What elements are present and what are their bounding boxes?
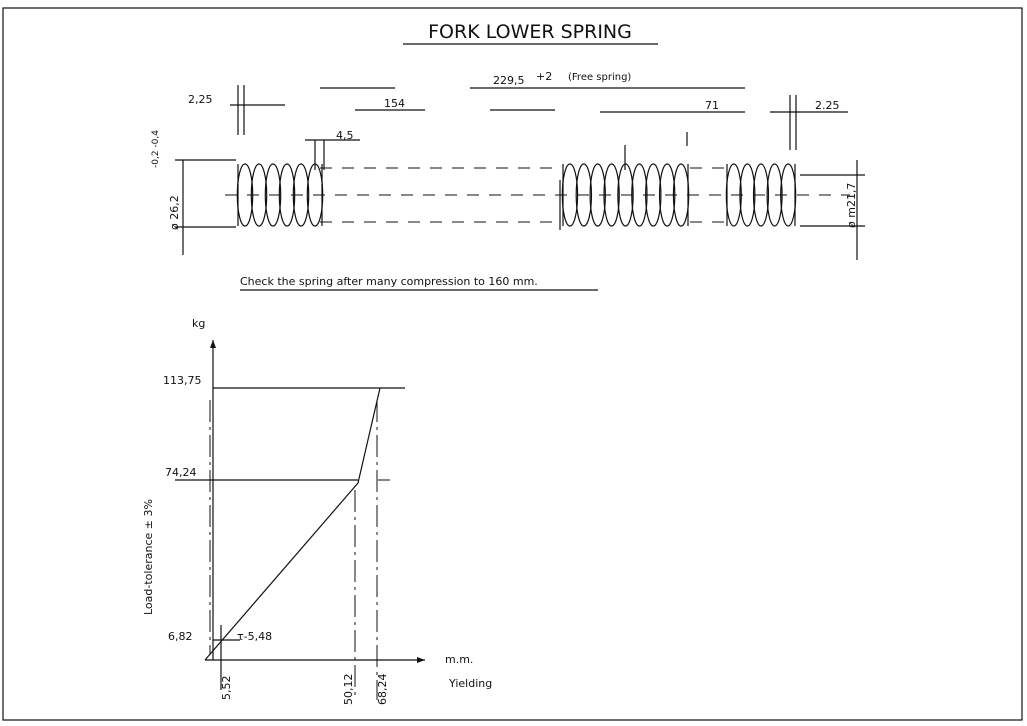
inner-diameter: ø m21,7 — [845, 183, 858, 228]
coil-turn — [725, 163, 742, 227]
coil-turn — [264, 163, 282, 227]
coil-turn — [617, 163, 634, 227]
coil-turn — [292, 163, 310, 227]
right-end-dim: 2.25 — [815, 99, 840, 112]
free-length: 229,5 — [493, 74, 525, 87]
load-1: 113,75 — [163, 374, 202, 387]
coil-turn — [739, 163, 756, 227]
coil-turn — [236, 163, 254, 227]
x-label: Yielding — [448, 677, 492, 690]
free-note: (Free spring) — [568, 72, 631, 83]
spring-coils — [236, 163, 797, 227]
coil-turn — [766, 163, 783, 227]
deflection-2: 50,12 — [342, 674, 355, 706]
coil-turn — [631, 163, 648, 227]
coil-turn — [645, 163, 662, 227]
deflection-1: 5,52 — [220, 676, 233, 701]
coil-turn — [752, 163, 770, 227]
length-71: 71 — [705, 99, 719, 112]
pitch-dim: 4,5 — [336, 129, 354, 142]
coil-turn — [672, 163, 690, 227]
y-label: Load-tolerance ± 3% — [142, 499, 155, 615]
load-2: 74,24 — [165, 466, 197, 479]
load-3: 6,82 — [168, 630, 193, 643]
free-length-tolerance: +2 — [536, 70, 552, 83]
y-unit: kg — [192, 317, 205, 330]
coil-turn — [589, 163, 606, 227]
x-unit: m.m. — [445, 653, 473, 666]
coil-turn — [780, 163, 797, 227]
coil-turn — [561, 163, 579, 227]
coil-turn — [658, 163, 676, 227]
centerlines — [225, 167, 850, 230]
left-end-dim: 2,25 — [188, 93, 213, 106]
deflection-3: 68,24 — [376, 674, 389, 706]
check-note: Check the spring after many compression … — [240, 275, 538, 288]
coil-turn — [306, 163, 324, 227]
coil-turn — [278, 163, 296, 227]
title: FORK LOWER SPRING — [428, 21, 632, 43]
coil-turn — [603, 163, 620, 227]
coil-turn — [250, 163, 268, 227]
frame — [2, 7, 1023, 721]
outer-tolerance: -0,2 -0,4 — [151, 130, 161, 168]
graph-lines — [175, 340, 425, 700]
spring-rate: τ-5,48 — [237, 630, 272, 643]
dimension-lines — [175, 85, 865, 260]
coil-turn — [575, 163, 593, 227]
length-154: 154 — [384, 97, 405, 110]
outer-diameter: ø 26,2 — [168, 195, 181, 230]
